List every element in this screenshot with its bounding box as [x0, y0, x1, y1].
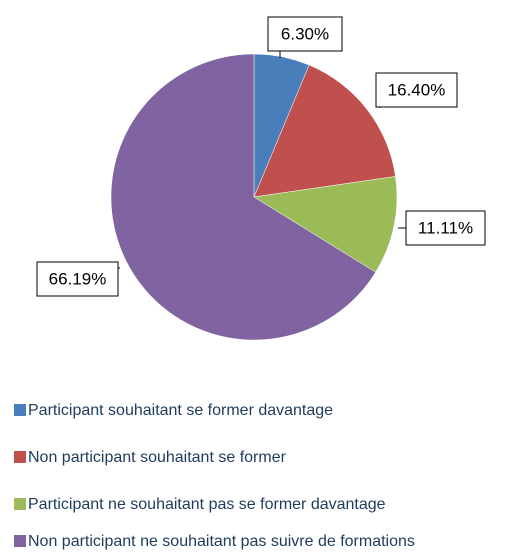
value-label: 66.19% — [49, 269, 107, 288]
legend-label: Participant souhaitant se former davanta… — [28, 402, 333, 419]
label-box — [375, 72, 458, 108]
legend-swatch — [14, 535, 26, 547]
pie-slice — [110, 53, 376, 341]
value-label: 11.11% — [418, 218, 473, 237]
legend-swatch — [14, 404, 26, 416]
label-box — [405, 210, 486, 246]
legend-label: Non participant souhaitant se former — [28, 449, 287, 466]
legend-swatch — [14, 451, 26, 463]
label-box — [267, 16, 343, 52]
legend-swatch — [14, 498, 26, 510]
pie-slice — [253, 64, 396, 198]
label-box — [36, 261, 119, 297]
pie-slice — [253, 176, 398, 273]
legend-label: Participant ne souhaitant pas se former … — [28, 496, 386, 513]
legend-label: Non participant ne souhaitant pas suivre… — [28, 533, 415, 550]
value-label: 16.40% — [388, 80, 446, 99]
value-label: 6.30% — [281, 24, 329, 43]
